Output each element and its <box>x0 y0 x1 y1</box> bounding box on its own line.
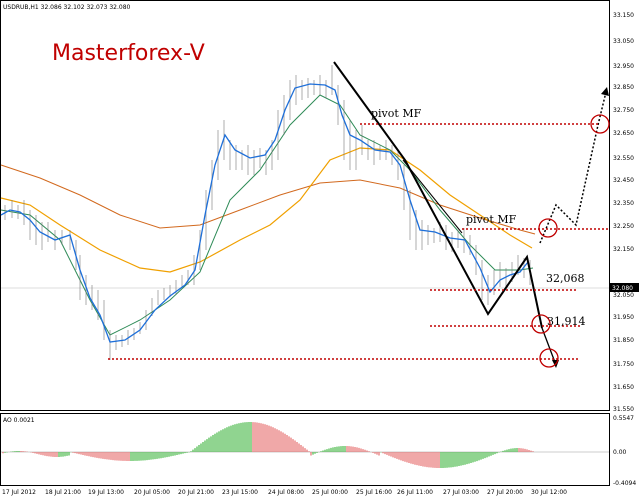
ao-axis-label: 0.00 <box>613 449 627 456</box>
time-axis-label: 27 Jul 03:00 <box>443 489 479 496</box>
current-price-box <box>610 283 639 292</box>
target-circle-icon[interactable] <box>590 114 610 134</box>
ma-green-line <box>0 94 534 336</box>
brand-logo: Masterforex-V <box>52 41 205 66</box>
time-axis-label: 26 Jul 11:00 <box>397 489 433 496</box>
time-axis-label: 20 Jul 21:00 <box>178 489 214 496</box>
support-resistance-levels <box>108 123 608 360</box>
ao-title: AO 0.0021 <box>3 417 35 424</box>
price-axis-label: 31.750 <box>613 361 634 368</box>
ao-axis-label: -0.4094 <box>613 480 636 487</box>
trend-channel-line <box>402 159 463 234</box>
ao-axis-label: 0.5547 <box>613 415 634 422</box>
price-axis-label: 32.750 <box>613 107 634 114</box>
price-axis-label: 32.150 <box>613 246 634 253</box>
time-axis-label: 25 Jul 00:00 <box>312 489 348 496</box>
price-axis-label: 31.550 <box>613 406 634 413</box>
current-price-label: 32.080 <box>612 285 633 292</box>
time-axis-label: 27 Jul 20:00 <box>487 489 523 496</box>
time-axis-label: 17 Jul 2012 <box>2 489 36 496</box>
price-axis-label: 32.550 <box>613 155 634 162</box>
arrow-icon <box>601 87 609 96</box>
pivot-lower-label: pivot MF <box>466 213 517 226</box>
price-axis: 33.150 33.050 32.950 32.850 32.750 32.65… <box>613 12 634 413</box>
time-axis-label: 23 Jul 15:00 <box>222 489 258 496</box>
price-axis-label: 32.650 <box>613 130 634 137</box>
level-label-2: 31,914 <box>547 315 586 328</box>
price-axis-label: 31.650 <box>613 384 634 391</box>
time-axis-label: 20 Jul 05:00 <box>134 489 170 496</box>
price-axis-label: 31.850 <box>613 337 634 344</box>
ma-red-line <box>0 164 536 235</box>
target-circle-icon[interactable] <box>531 314 551 334</box>
price-axis-label: 33.150 <box>613 12 634 19</box>
time-axis-label: 19 Jul 13:00 <box>88 489 124 496</box>
price-axis-label: 32.450 <box>613 177 634 184</box>
time-axis: 17 Jul 2012 18 Jul 21:00 19 Jul 13:00 20… <box>2 489 567 496</box>
price-axis-label: 32.850 <box>613 84 634 91</box>
time-axis-label: 24 Jul 08:00 <box>268 489 304 496</box>
time-axis-label: 30 Jul 12:00 <box>531 489 567 496</box>
projection-up-line <box>539 91 607 244</box>
target-circles <box>531 114 610 368</box>
target-circle-icon[interactable] <box>538 218 558 238</box>
ao-histogram <box>2 422 534 468</box>
ma-orange-line <box>0 147 533 273</box>
price-axis-label: 32.350 <box>613 200 634 207</box>
time-axis-label: 25 Jul 16:00 <box>356 489 392 496</box>
pivot-upper-label: pivot MF <box>371 107 422 120</box>
level-label-1: 32,068 <box>546 272 585 285</box>
price-axis-label: 31.950 <box>613 314 634 321</box>
price-axis-label: 32.250 <box>613 223 634 230</box>
symbol-info: USDRUB,H1 32.086 32.102 32.073 32.080 <box>3 4 131 11</box>
price-axis-label: 32.950 <box>613 63 634 70</box>
trend-zigzag <box>333 61 543 329</box>
price-axis-label: 32.050 <box>613 292 634 299</box>
price-axis-label: 33.050 <box>613 38 634 45</box>
time-axis-label: 18 Jul 21:00 <box>45 489 81 496</box>
ma-blue-line <box>0 83 529 343</box>
target-circle-icon[interactable] <box>539 348 559 368</box>
